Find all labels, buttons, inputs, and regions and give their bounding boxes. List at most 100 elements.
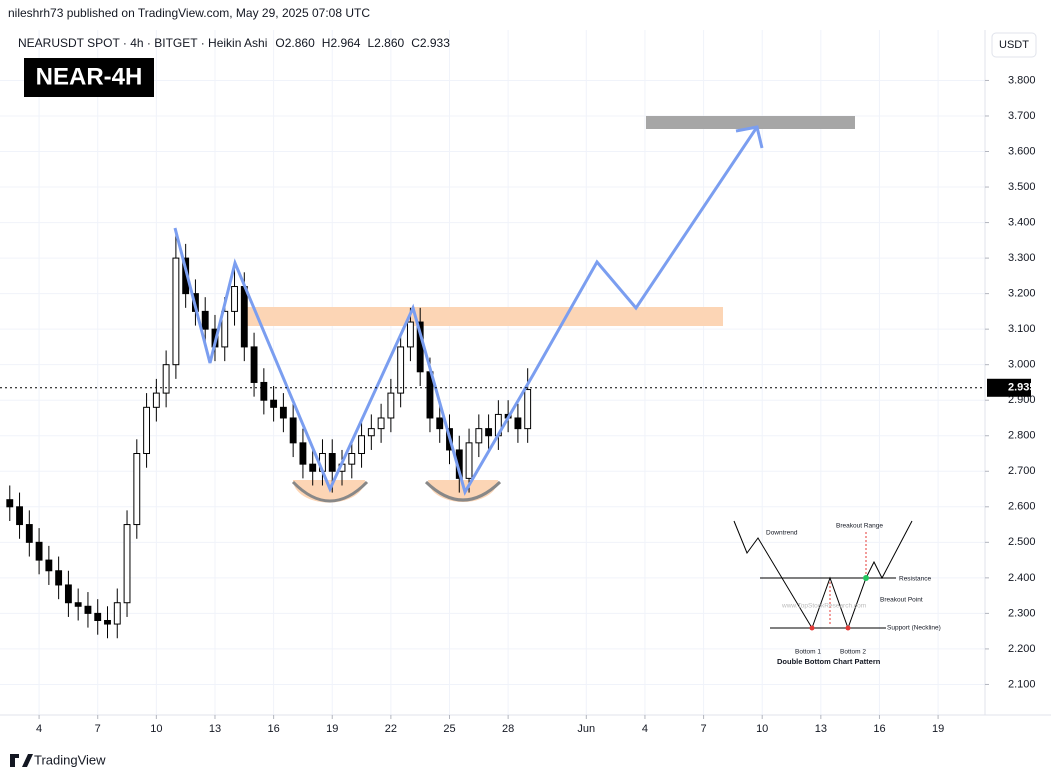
candle-body <box>152 392 160 408</box>
inset-label: Bottom 1 <box>795 649 821 656</box>
x-tick-label: 19 <box>932 723 944 735</box>
pattern-line <box>733 520 913 630</box>
candle-body <box>348 453 356 465</box>
x-tick-label: 7 <box>701 723 707 735</box>
candle-body <box>201 310 209 330</box>
candle-body <box>113 602 121 625</box>
y-tick-label: 3.700 <box>1008 110 1036 122</box>
axes: 2.100 2.200 2.300 2.400 2.500 2.600 2.700 2.800… <box>0 74 1036 735</box>
inset-label: Downtrend <box>766 530 798 537</box>
y-tick-label: 3.200 <box>1008 288 1036 300</box>
candle-body <box>436 417 444 430</box>
candle-body <box>465 442 473 479</box>
bottom-dot <box>845 625 851 631</box>
inset-label: Double Bottom Chart Pattern <box>777 657 881 666</box>
candle-body <box>231 286 238 312</box>
y-tick-label: 3.500 <box>1008 181 1036 193</box>
candle-body <box>367 428 375 437</box>
ohlc-value: O2.860 <box>275 36 315 50</box>
candle-body <box>289 417 297 444</box>
bowl-outline <box>424 480 502 502</box>
resistance-zone <box>245 307 723 326</box>
y-tick-label: 2.900 <box>1008 394 1036 406</box>
y-tick-label: 2.600 <box>1008 501 1036 513</box>
x-tick-label: 22 <box>385 723 397 735</box>
last-price-box <box>987 378 1031 397</box>
candle-body <box>162 364 170 394</box>
candle-body <box>25 524 33 543</box>
x-tick-label: 19 <box>326 723 338 735</box>
y-tick-label: 2.100 <box>1008 678 1036 690</box>
candle-body <box>104 619 111 625</box>
x-tick-label: Jun <box>577 723 595 735</box>
ohlc-value: H2.964 <box>322 36 361 50</box>
candle-body <box>309 463 317 472</box>
symbol-title: NEARUSDT SPOT · 4h · BITGET · Heikin Ash… <box>18 36 267 50</box>
ohlc: O2.860 H2.964 L2.860 C2.933 <box>275 36 450 50</box>
inset-label: Resistance <box>899 576 932 583</box>
inset-diagram: Downtrend Breakout Range Resistance Breakou… <box>733 520 941 666</box>
currency-button[interactable] <box>991 32 1037 58</box>
candle-body <box>123 524 131 604</box>
candle-body <box>475 428 483 444</box>
candle-body <box>172 257 180 366</box>
x-tick-label: 28 <box>502 723 514 735</box>
badge-bg <box>24 58 154 97</box>
candle-body <box>260 381 268 401</box>
x-tick-label: 4 <box>36 723 42 735</box>
y-tick-label: 2.700 <box>1008 465 1036 477</box>
candles <box>6 229 532 639</box>
bottom-dot <box>809 625 815 631</box>
candle-body <box>270 399 278 408</box>
x-tick-label: 4 <box>642 723 648 735</box>
target-zone <box>646 116 855 129</box>
ohlc-value: C2.933 <box>411 36 450 50</box>
y-tick-label: 3.800 <box>1008 74 1036 86</box>
y-tick-label: 2.200 <box>1008 643 1036 655</box>
candle-body <box>74 602 82 607</box>
candle-body <box>358 435 365 455</box>
candle-body <box>485 428 493 437</box>
bowl-outline <box>291 480 369 503</box>
y-tick-label: 3.000 <box>1008 359 1036 371</box>
projection-arrow <box>735 125 764 149</box>
candle-body <box>406 321 414 348</box>
projection-path <box>173 126 759 496</box>
inset-label: Breakout Range <box>836 523 883 530</box>
y-tick-label: 2.300 <box>1008 607 1036 619</box>
x-tick-label: 10 <box>756 723 768 735</box>
x-tick-label: 13 <box>815 723 827 735</box>
y-tick-label: 2.400 <box>1008 572 1036 584</box>
candle-body <box>94 612 102 621</box>
candle-body <box>514 417 522 430</box>
x-tick-label: 16 <box>873 723 885 735</box>
x-tick-label: 13 <box>209 723 221 735</box>
publisher: nileshrh73 published on TradingView.com,… <box>8 6 370 20</box>
currency[interactable]: USDT <box>999 39 1029 51</box>
candle-body <box>250 346 258 383</box>
y-tick-label: 3.400 <box>1008 216 1036 228</box>
x-tick-label: 7 <box>95 723 101 735</box>
candle-body <box>328 453 336 472</box>
candle-body <box>240 286 248 348</box>
ohlc-value: L2.860 <box>367 36 404 50</box>
inset-label: Support (Neckline) <box>887 625 941 632</box>
x-tick-label: 25 <box>443 723 455 735</box>
x-tick-label: 16 <box>267 723 279 735</box>
candle-body <box>221 310 229 348</box>
breakout-dot <box>863 575 869 581</box>
x-tick-label: 10 <box>150 723 162 735</box>
inset-label: www.TopStockResearch.com <box>781 603 866 610</box>
candle-body <box>55 570 63 586</box>
candle-body <box>16 506 23 526</box>
y-tick-label: 3.100 <box>1008 323 1036 335</box>
last-price-label: 2.935 <box>1008 382 1036 394</box>
y-tick-label: 2.800 <box>1008 430 1036 442</box>
brand: TradingView <box>34 752 106 767</box>
badge: NEAR-4H <box>36 63 143 90</box>
candle-body <box>35 541 43 561</box>
candle-body <box>377 417 385 430</box>
